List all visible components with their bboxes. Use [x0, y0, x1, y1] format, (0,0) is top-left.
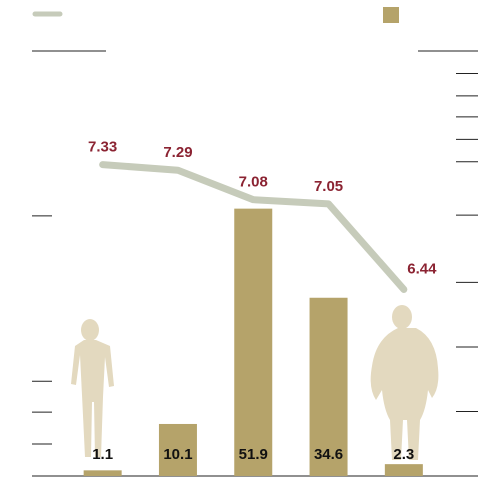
bar-label: 10.1	[163, 446, 192, 463]
bar-label: 51.9	[239, 446, 268, 463]
line-label: 7.33	[88, 139, 117, 156]
person-slim	[71, 319, 114, 457]
line-label: 6.44	[407, 260, 437, 277]
line	[99, 161, 408, 293]
line-label: 7.05	[314, 178, 343, 195]
bar	[234, 208, 273, 477]
line-label: 7.29	[163, 144, 192, 161]
person-heavy	[370, 305, 439, 460]
bar-label: 1.1	[92, 446, 113, 463]
legend-swatch	[383, 7, 399, 23]
bar	[384, 464, 423, 476]
bar	[158, 423, 197, 476]
bar-label: 34.6	[314, 446, 343, 463]
line-label: 7.08	[239, 174, 268, 191]
bar	[83, 470, 122, 476]
bar	[309, 297, 348, 476]
bar-label: 2.3	[393, 446, 414, 463]
